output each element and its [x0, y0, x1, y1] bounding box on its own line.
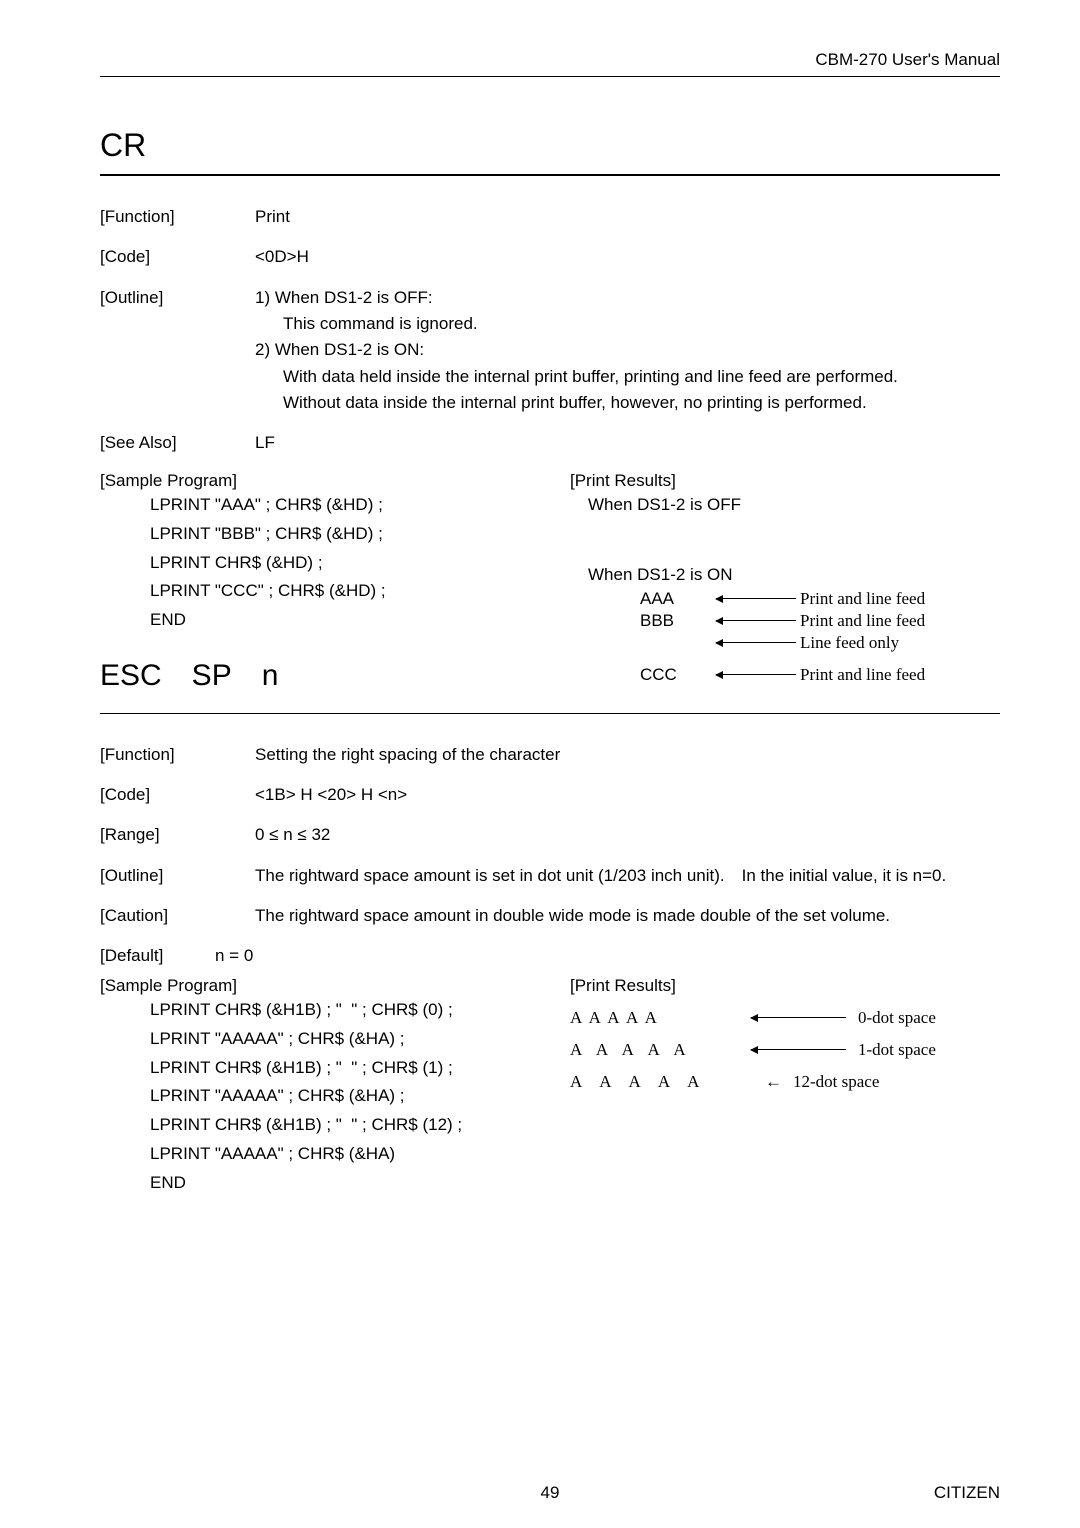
code-value: <1B> H <20> H <n> [255, 782, 1000, 808]
arrow-icon [716, 598, 796, 599]
sample-line: END [150, 1169, 570, 1198]
seealso-label: [See Also] [100, 430, 255, 456]
res-txt: AAA [640, 589, 710, 609]
esc-title: ESC SP n [100, 659, 340, 693]
caution-label: [Caution] [100, 903, 255, 929]
res-desc: Print and line feed [800, 589, 925, 609]
results-off: When DS1-2 is OFF [570, 495, 1000, 515]
arrow-icon [716, 642, 796, 643]
results-on: When DS1-2 is ON [570, 565, 1000, 585]
sample-label: [Sample Program] [100, 471, 570, 491]
code-label: [Code] [100, 782, 255, 808]
caution-value: The rightward space amount in double wid… [255, 903, 1000, 929]
outline-1: 1) When DS1-2 is OFF: [255, 285, 1000, 311]
footer-brand: CITIZEN [934, 1483, 1000, 1503]
function-value: Setting the right spacing of the charact… [255, 742, 1000, 768]
function-value: Print [255, 204, 1000, 230]
sample-line: LPRINT "CCC" ; CHR$ (&HD) ; [150, 577, 570, 606]
outline-label: [Outline] [100, 285, 255, 417]
header-manual-title: CBM-270 User's Manual [100, 50, 1000, 77]
arrow-icon [716, 674, 796, 675]
divider [100, 174, 1000, 176]
res-txt: CCC [640, 665, 710, 685]
sample-line: LPRINT CHR$ (&H1B) ; " " ; CHR$ (0) ; [150, 996, 570, 1025]
res-txt: A A A A A [570, 1072, 765, 1092]
res-desc: Print and line feed [800, 611, 925, 631]
code-value: <0D>H [255, 244, 1000, 270]
sample-line: LPRINT CHR$ (&HD) ; [150, 549, 570, 578]
res-desc: Print and line feed [800, 665, 925, 685]
outline-2-body1: With data held inside the internal print… [255, 364, 1000, 390]
cr-title: CR [100, 127, 1000, 164]
outline-2: 2) When DS1-2 is ON: [255, 337, 1000, 363]
range-label: [Range] [100, 822, 255, 848]
seealso-value: LF [255, 430, 1000, 456]
divider [100, 713, 1000, 714]
results-label: [Print Results] [570, 471, 1000, 491]
sample-line: LPRINT "AAAAA" ; CHR$ (&HA) [150, 1140, 570, 1169]
function-label: [Function] [100, 742, 255, 768]
res-desc: 0-dot space [850, 1008, 936, 1028]
sample-line: END [150, 606, 570, 635]
res-txt: BBB [640, 611, 710, 631]
sample-line: LPRINT CHR$ (&H1B) ; " " ; CHR$ (1) ; [150, 1054, 570, 1083]
function-label: [Function] [100, 204, 255, 230]
res-desc: Line feed only [800, 633, 899, 653]
arrow-icon [751, 1017, 846, 1018]
sample-line: LPRINT CHR$ (&H1B) ; " " ; CHR$ (12) ; [150, 1111, 570, 1140]
arrow-short-icon: ← [765, 1072, 785, 1092]
code-label: [Code] [100, 244, 255, 270]
page-number: 49 [541, 1483, 560, 1503]
outline-value: The rightward space amount is set in dot… [255, 863, 1000, 889]
sample-label: [Sample Program] [100, 976, 570, 996]
res-txt: A A A A A [570, 1040, 745, 1060]
res-desc: 12-dot space [785, 1072, 879, 1092]
sample-line: LPRINT "AAA" ; CHR$ (&HD) ; [150, 491, 570, 520]
results-label: [Print Results] [570, 976, 1000, 996]
arrow-icon [751, 1049, 846, 1050]
outline-2-body2: Without data inside the internal print b… [255, 390, 1000, 416]
default-label: [Default] [100, 943, 215, 969]
sample-line: LPRINT "AAAAA" ; CHR$ (&HA) ; [150, 1025, 570, 1054]
res-desc: 1-dot space [850, 1040, 936, 1060]
arrow-icon [716, 620, 796, 621]
sample-line: LPRINT "BBB" ; CHR$ (&HD) ; [150, 520, 570, 549]
range-value: 0 ≤ n ≤ 32 [255, 822, 1000, 848]
default-value: n = 0 [215, 943, 1000, 969]
outline-label: [Outline] [100, 863, 255, 889]
sample-line: LPRINT "AAAAA" ; CHR$ (&HA) ; [150, 1082, 570, 1111]
outline-1-body: This command is ignored. [255, 311, 1000, 337]
res-txt: A A A A A [570, 1008, 745, 1028]
